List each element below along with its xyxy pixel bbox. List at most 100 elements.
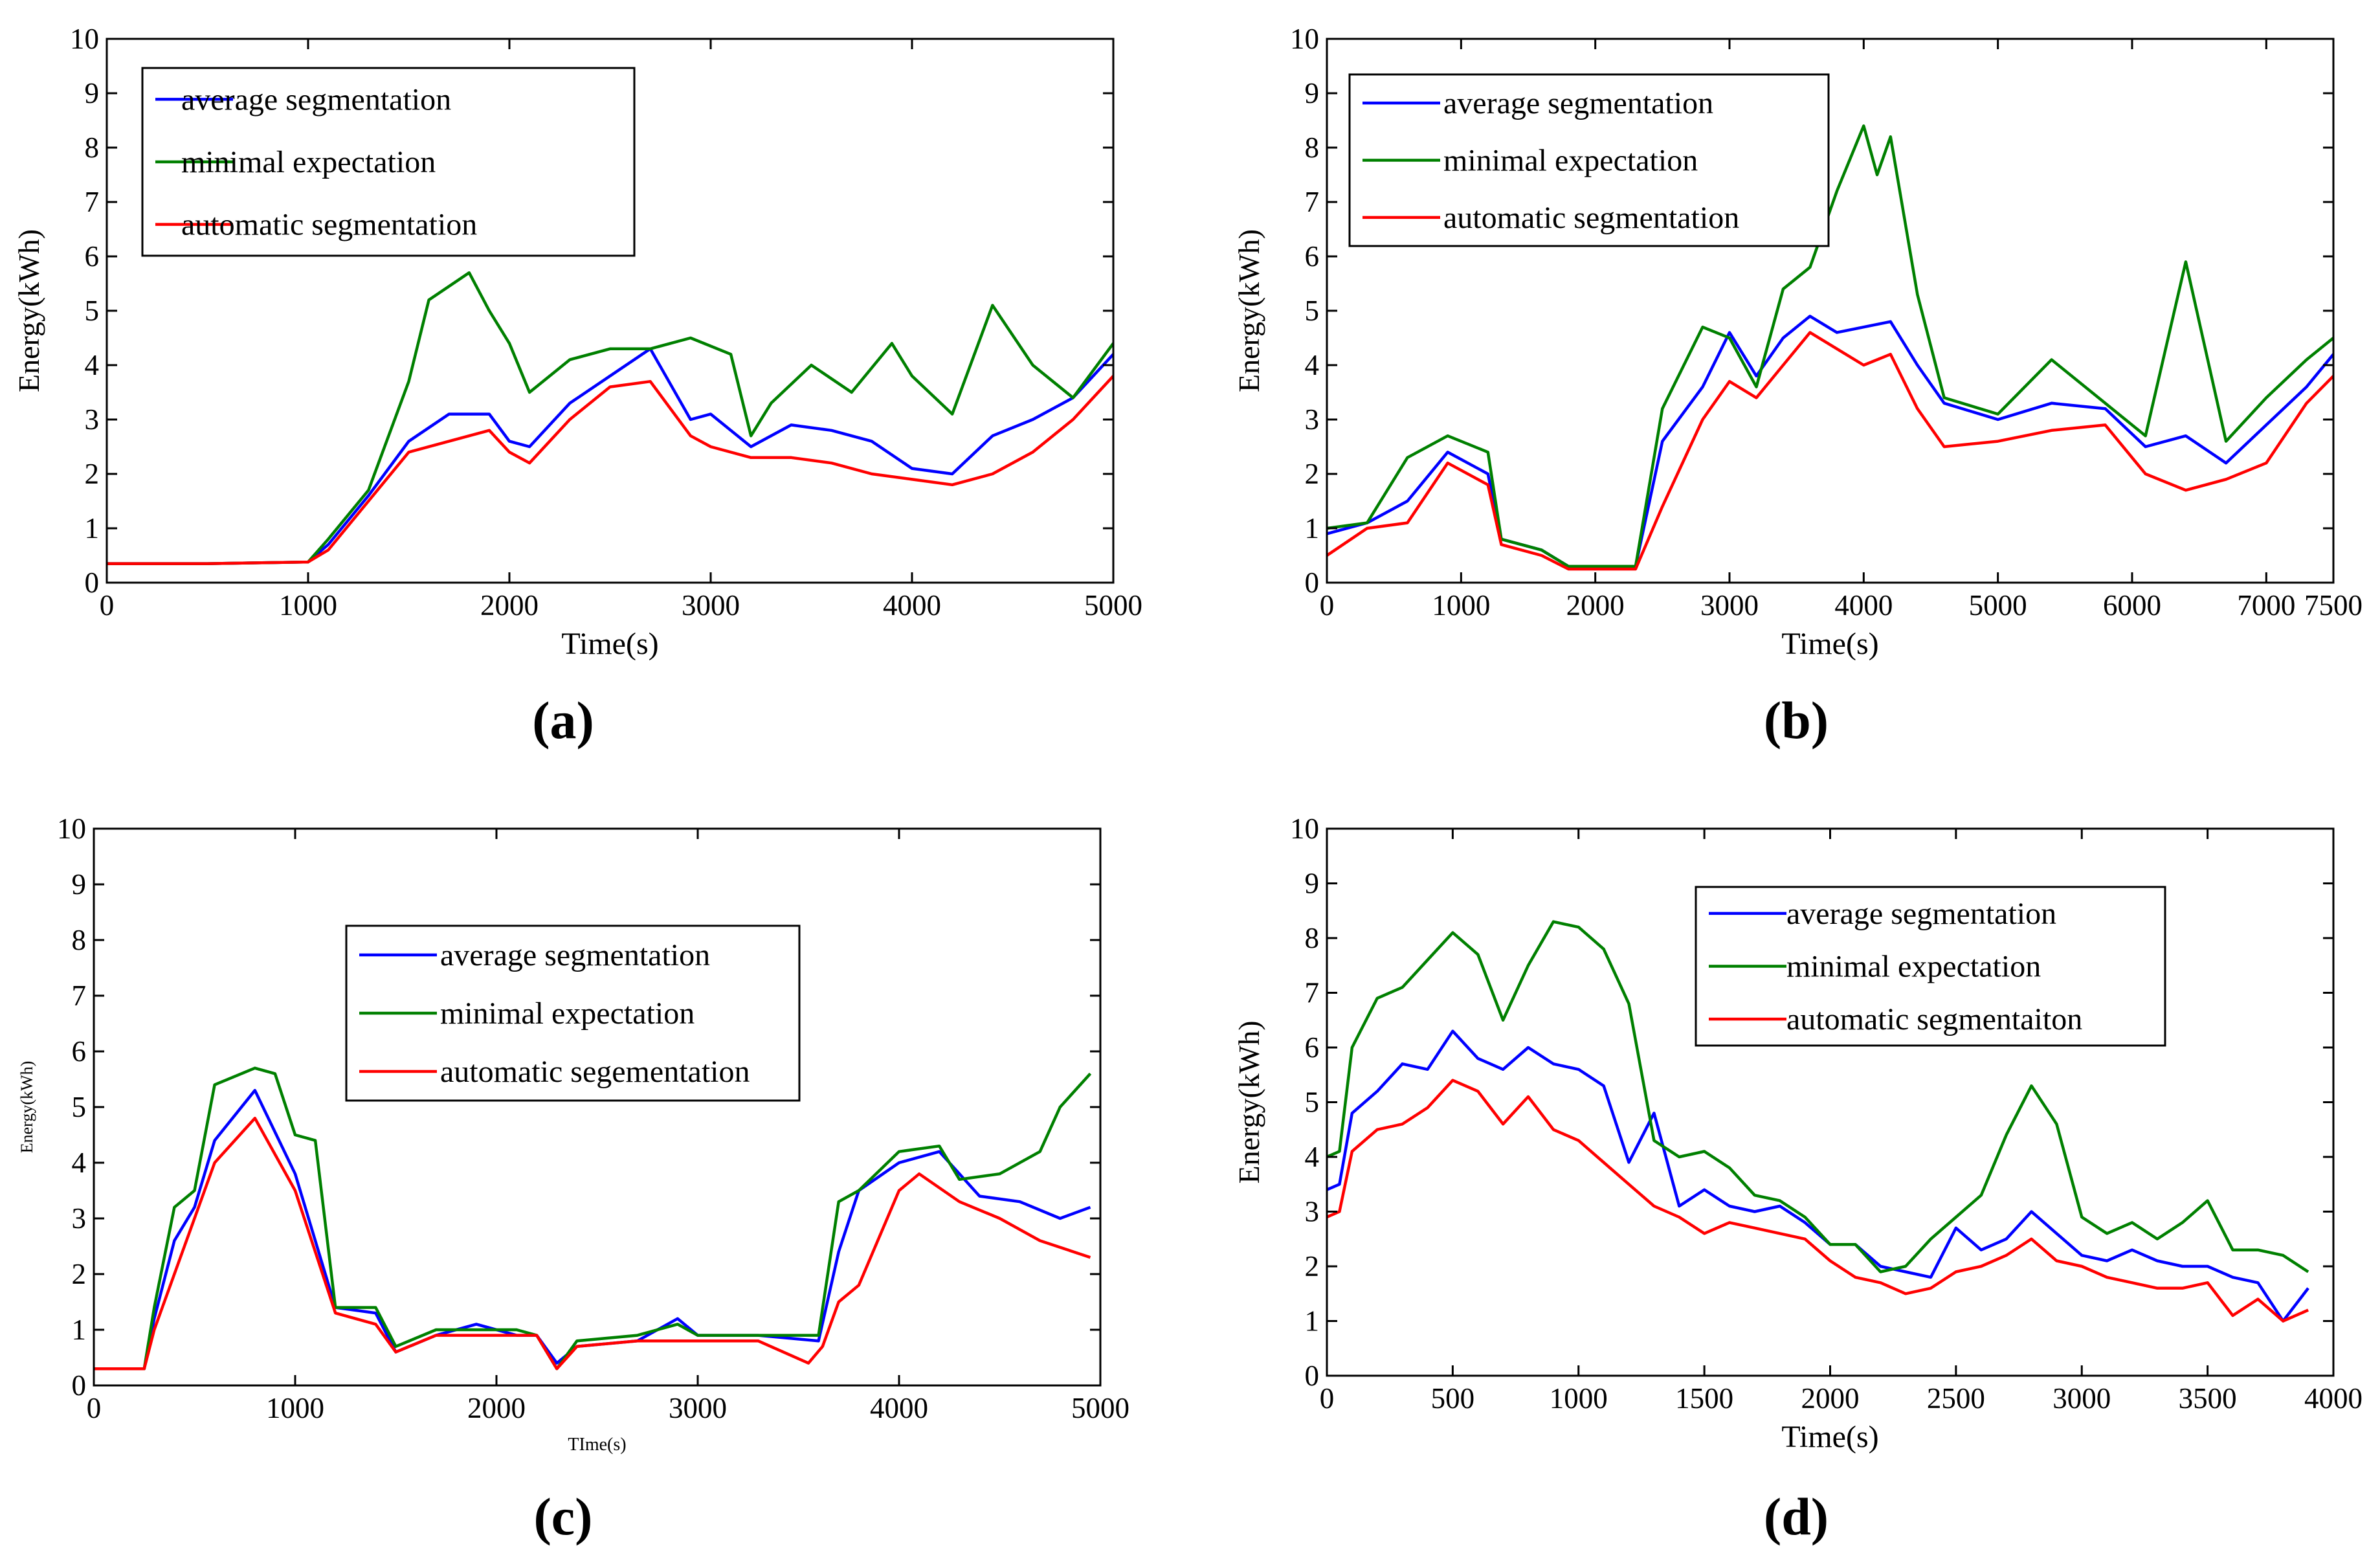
series-line-1 <box>107 347 1113 565</box>
x-tick-label: 0 <box>1320 1382 1335 1415</box>
series-line-1 <box>1327 1029 2309 1323</box>
panel-label: (b) <box>1764 691 1829 750</box>
x-tick-label: 5000 <box>1969 589 2027 622</box>
x-tick-label: 4000 <box>2304 1382 2363 1415</box>
x-tick-label: 6000 <box>2103 589 2161 622</box>
panel-label: (a) <box>532 691 594 750</box>
legend-entry: minimal expectation <box>1786 950 2041 984</box>
y-tick-label: 3 <box>85 403 100 436</box>
y-tick-label: 7 <box>72 980 87 1012</box>
x-tick-label: 1000 <box>1550 1382 1608 1415</box>
x-tick-label: 0 <box>87 1392 102 1424</box>
x-tick-label: 0 <box>100 589 115 622</box>
y-tick-label: 9 <box>85 77 100 109</box>
x-tick-label: 3000 <box>1700 589 1759 622</box>
series-line-2 <box>94 1066 1092 1371</box>
y-tick-label: 2 <box>72 1258 87 1290</box>
y-tick-label: 1 <box>85 512 100 544</box>
x-tick-label: 3500 <box>2179 1382 2237 1415</box>
x-tick-label: 1500 <box>1675 1382 1733 1415</box>
x-tick-label: 7500 <box>2304 589 2363 622</box>
y-axis-label: Energy(kWh) <box>1232 229 1265 392</box>
x-tick-label: 500 <box>1431 1382 1475 1415</box>
y-tick-label: 0 <box>72 1369 87 1402</box>
panel-label: (d) <box>1764 1487 1829 1546</box>
panel-label: (c) <box>533 1487 592 1546</box>
legend-entry: automatic segmentation <box>1443 201 1739 235</box>
y-tick-label: 6 <box>85 240 100 273</box>
y-tick-label: 7 <box>85 186 100 218</box>
legend-entry: minimal expectation <box>181 145 436 179</box>
y-tick-label: 4 <box>85 349 100 381</box>
y-tick-label: 7 <box>1305 977 1320 1009</box>
x-tick-label: 7000 <box>2237 589 2295 622</box>
y-tick-label: 10 <box>1290 23 1319 55</box>
y-tick-label: 1 <box>1305 512 1320 544</box>
x-tick-label: 5000 <box>1071 1392 1129 1424</box>
y-tick-label: 6 <box>1305 1031 1320 1064</box>
y-tick-label: 2 <box>1305 1250 1320 1282</box>
x-tick-label: 4000 <box>883 589 941 622</box>
y-tick-label: 9 <box>72 868 87 901</box>
x-tick-label: 1000 <box>279 589 337 622</box>
x-axis-label: Time(s) <box>561 627 658 661</box>
x-tick-label: 2000 <box>480 589 539 622</box>
series-line-2 <box>107 271 1113 565</box>
chart-panel-c: 0 1000 2000 3000 4000 5000 0 1 2 3 4 5 6 7 8 9 10 TIme(s)… <box>17 812 1129 1546</box>
y-tick-label: 3 <box>72 1202 87 1235</box>
legend-entry: average segmentation <box>1786 897 2056 931</box>
y-tick-label: 10 <box>70 23 99 55</box>
y-tick-label: 8 <box>85 131 100 164</box>
x-tick-label: 2000 <box>467 1392 526 1424</box>
legend-entry: automatic segmentation <box>181 208 477 242</box>
y-axis-label: Energy(kWh) <box>17 1061 36 1153</box>
legend: average segmentation minimal expectation a… <box>345 924 801 1102</box>
series-line-1 <box>1327 315 2333 568</box>
y-axis-label: Energy(kWh) <box>12 229 45 392</box>
x-tick-label: 2500 <box>1927 1382 1985 1415</box>
legend-entry: average segmentation <box>1443 86 1713 120</box>
legend-entry: minimal expectation <box>1443 144 1698 178</box>
y-tick-label: 0 <box>1305 1360 1320 1392</box>
y-tick-label: 1 <box>72 1314 87 1346</box>
y-tick-label: 4 <box>1305 1141 1320 1173</box>
chart-panel-b: 0 1000 2000 3000 4000 5000 6000 7000 7500 0 1 2 3 4 5 6… <box>1232 23 2363 750</box>
legend: average segmentation minimal expectation a… <box>141 67 636 257</box>
legend: average segmentation minimal expectation a… <box>1695 886 2166 1047</box>
x-tick-label: 1000 <box>1432 589 1490 622</box>
series-line-2 <box>1327 920 2309 1273</box>
y-axis-label: Energy(kWh) <box>1232 1020 1265 1183</box>
y-tick-label: 2 <box>1305 458 1320 490</box>
y-tick-label: 4 <box>72 1147 87 1179</box>
x-axis-label: Time(s) <box>1781 1420 1878 1454</box>
x-tick-label: 3000 <box>682 589 740 622</box>
y-tick-label: 1 <box>1305 1305 1320 1338</box>
y-tick-label: 8 <box>1305 131 1320 164</box>
y-tick-label: 5 <box>85 295 100 327</box>
x-tick-label: 5000 <box>1084 589 1142 622</box>
y-tick-label: 3 <box>1305 1196 1320 1228</box>
x-axis-label: TIme(s) <box>568 1435 626 1455</box>
legend-entry: automatic segmentaiton <box>1786 1002 2082 1036</box>
y-tick-label: 3 <box>1305 403 1320 436</box>
y-tick-label: 10 <box>1290 812 1319 845</box>
y-tick-label: 7 <box>1305 186 1320 218</box>
series-group <box>107 271 1113 565</box>
y-tick-label: 2 <box>85 458 100 490</box>
x-tick-label: 1000 <box>266 1392 324 1424</box>
y-tick-label: 9 <box>1305 868 1320 900</box>
series-group <box>94 1066 1092 1371</box>
series-line-3 <box>1327 331 2333 571</box>
legend: average segmentation minimal expectation a… <box>1348 73 1830 247</box>
y-tick-label: 10 <box>57 812 86 845</box>
x-tick-label: 0 <box>1320 589 1335 622</box>
series-line-3 <box>107 375 1113 565</box>
legend-entry: average segmentation <box>181 82 451 117</box>
y-tick-label: 8 <box>1305 922 1320 954</box>
x-axis-label: Time(s) <box>1781 627 1878 661</box>
x-tick-label: 4000 <box>1834 589 1893 622</box>
y-tick-label: 5 <box>1305 1086 1320 1119</box>
x-tick-label: 2000 <box>1801 1382 1860 1415</box>
chart-panel-d: 0 500 1000 1500 2000 2500 3000 3500 4000 0 1 2 3 4 5 6 7… <box>1232 812 2363 1546</box>
